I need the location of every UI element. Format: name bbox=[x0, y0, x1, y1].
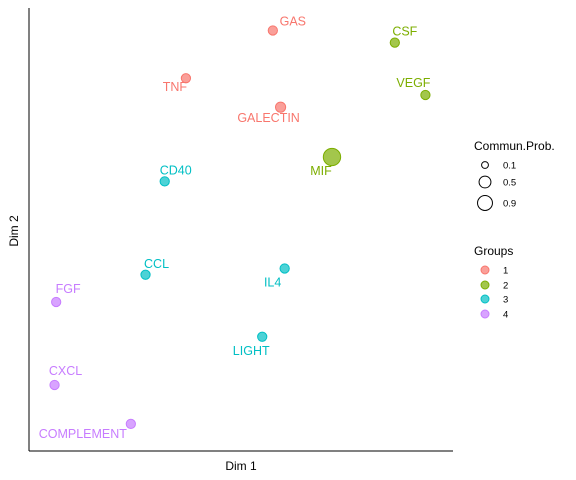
size-legend-key-2 bbox=[477, 195, 493, 211]
point-label-gas: GAS bbox=[280, 14, 306, 28]
group-legend-key-3 bbox=[480, 294, 490, 304]
point-cxcl bbox=[49, 379, 60, 391]
point-labels-layer: GAS TNF GALECTIN CSF VEGF MIF CD40 CCL IL4 LIGHT F… bbox=[39, 14, 431, 440]
point-label-il4: IL4 bbox=[264, 275, 281, 289]
point-cd40 bbox=[159, 176, 170, 187]
size-legend-label-0: 0.1 bbox=[503, 161, 516, 172]
group-legend: Groups 1 2 3 4 bbox=[474, 244, 513, 321]
group-legend-key-4 bbox=[480, 309, 490, 319]
size-legend: Commun.Prob. 0.1 0.5 0.9 bbox=[474, 139, 555, 211]
point-mif bbox=[322, 147, 342, 167]
point-label-tnf: TNF bbox=[163, 80, 188, 94]
x-axis-title: Dim 1 bbox=[225, 459, 257, 473]
size-legend-label-2: 0.9 bbox=[503, 199, 516, 210]
point-label-complement: COMPLEMENT bbox=[39, 427, 128, 441]
point-fgf bbox=[51, 296, 62, 308]
group-legend-title: Groups bbox=[474, 244, 513, 258]
group-legend-label-3: 3 bbox=[503, 295, 508, 306]
group-legend-label-2: 2 bbox=[503, 281, 508, 292]
point-label-fgf: FGF bbox=[56, 282, 81, 296]
point-il4 bbox=[279, 263, 290, 274]
point-csf bbox=[389, 37, 400, 48]
point-complement bbox=[125, 418, 136, 430]
point-label-ccl: CCL bbox=[144, 257, 169, 271]
group-legend-label-1: 1 bbox=[503, 266, 508, 277]
point-label-vegf: VEGF bbox=[396, 76, 430, 90]
y-axis-title: Dim 2 bbox=[7, 215, 21, 247]
point-label-cxcl: CXCL bbox=[49, 364, 82, 378]
axes bbox=[28, 8, 453, 452]
point-galectin bbox=[274, 101, 287, 113]
point-light bbox=[257, 331, 268, 342]
point-vegf bbox=[420, 89, 431, 101]
point-ccl bbox=[140, 269, 151, 280]
size-legend-label-1: 0.5 bbox=[503, 178, 516, 189]
point-label-cd40: CD40 bbox=[160, 163, 192, 177]
point-gas bbox=[267, 25, 278, 36]
size-legend-key-1 bbox=[478, 175, 492, 189]
group-legend-key-1 bbox=[480, 265, 490, 275]
points-layer bbox=[49, 25, 431, 430]
point-label-mif: MIF bbox=[310, 164, 332, 178]
point-label-light: LIGHT bbox=[233, 344, 270, 358]
point-tnf bbox=[180, 73, 192, 84]
point-label-csf: CSF bbox=[392, 25, 417, 39]
group-legend-key-2 bbox=[480, 280, 490, 290]
size-legend-key-0 bbox=[481, 161, 489, 169]
group-legend-label-4: 4 bbox=[503, 310, 508, 321]
point-label-galectin: GALECTIN bbox=[237, 111, 300, 125]
size-legend-title: Commun.Prob. bbox=[474, 139, 555, 153]
